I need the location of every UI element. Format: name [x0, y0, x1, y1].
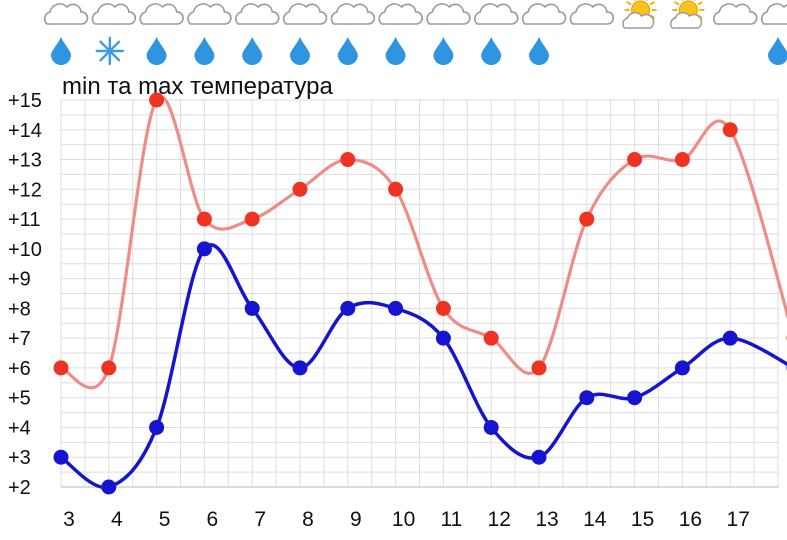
y-tick-label: +7: [8, 328, 31, 350]
x-tick-label: 17: [727, 508, 750, 531]
data-point-max: [674, 152, 690, 168]
x-tick-label: 6: [207, 508, 219, 531]
data-point-min: [340, 300, 356, 316]
data-point-max: [627, 152, 643, 168]
data-point-max: [149, 92, 165, 108]
data-point-max: [579, 211, 595, 227]
rain-drop-icon: [51, 37, 71, 65]
data-point-min: [101, 479, 117, 495]
data-point-max: [101, 360, 117, 376]
rain-drop-icon: [529, 37, 549, 65]
rain-drop-icon: [146, 37, 167, 65]
data-point-max: [196, 211, 212, 227]
data-point-max: [292, 181, 308, 197]
y-tick-label: +2: [8, 477, 31, 499]
y-tick-label: +3: [8, 447, 31, 469]
weather-icons: [43, 0, 787, 66]
data-point-min: [388, 300, 404, 316]
y-tick-label: +14: [8, 120, 42, 142]
data-point-max: [435, 300, 451, 316]
data-point-min: [244, 300, 260, 316]
x-tick-label: 16: [679, 508, 702, 531]
data-point-min: [196, 241, 212, 257]
data-point-min: [722, 330, 738, 346]
rain-drop-icon: [385, 37, 406, 65]
data-point-min: [674, 360, 690, 376]
data-point-max: [483, 330, 499, 346]
y-tick-label: +8: [8, 298, 31, 320]
cloud-icon: [521, 3, 567, 25]
cloud-icon: [91, 3, 137, 25]
rain-drop-icon: [290, 37, 310, 65]
data-point-min: [627, 390, 643, 406]
series-line-max: [60, 95, 787, 390]
rain-drop-icon: [194, 37, 215, 65]
x-tick-label: 7: [254, 508, 266, 531]
cloud-icon: [235, 3, 280, 25]
x-tick-label: 4: [111, 508, 123, 531]
x-tick-label: 10: [392, 508, 415, 531]
cloud-icon: [569, 3, 615, 25]
cloud-icon: [330, 3, 376, 25]
cloud-icon: [760, 3, 787, 25]
x-tick-label: 12: [488, 508, 511, 531]
chart-title: min та max температура: [62, 73, 334, 100]
grid: +2 +3 +4 +5 +6 +7 +8 +9 +10 +11 +12 +13 +14 +15 3 4 5 6 7 8…: [8, 90, 779, 531]
data-point-max: [53, 360, 69, 376]
y-tick-label: +10: [8, 239, 42, 261]
snowflake-icon: [95, 36, 125, 66]
data-point-max: [388, 181, 404, 197]
sun-cloud-icon: [670, 0, 705, 29]
sun-cloud-icon: [622, 0, 657, 29]
y-tick-label: +6: [8, 358, 31, 380]
data-point-min: [579, 390, 595, 406]
x-tick-label: 5: [159, 508, 171, 531]
cloud-icon: [187, 3, 232, 25]
data-point-min: [149, 419, 165, 435]
data-point-min: [53, 449, 69, 465]
data-point-min: [435, 330, 451, 346]
data-point-max: [244, 211, 260, 227]
y-tick-label: +13: [8, 150, 42, 172]
y-tick-label: +12: [8, 179, 42, 201]
data-point-max: [340, 152, 356, 168]
cloud-icon: [378, 3, 423, 25]
rain-drop-icon: [768, 37, 787, 65]
cloud-icon: [139, 3, 184, 25]
x-tick-label: 8: [302, 508, 314, 531]
cloud-icon: [474, 3, 519, 25]
y-tick-label: +5: [8, 388, 31, 410]
rain-drop-icon: [337, 37, 358, 65]
data-point-min: [483, 419, 499, 435]
data-point-min: [292, 360, 308, 376]
x-tick-label: 3: [63, 508, 75, 531]
cloud-icon: [43, 3, 89, 25]
y-tick-label: +15: [8, 90, 42, 112]
data-point-max: [722, 122, 738, 138]
cloud-icon: [713, 3, 758, 25]
data-point-max: [531, 360, 547, 376]
x-tick-label: 14: [583, 508, 607, 531]
cloud-icon: [282, 3, 328, 25]
x-tick-label: 9: [350, 508, 362, 531]
y-tick-label: +9: [8, 269, 31, 291]
series-layer: [53, 92, 787, 495]
x-tick-label: 13: [535, 508, 558, 531]
x-tick-label: 11: [440, 508, 462, 531]
x-tick-label: 15: [631, 508, 654, 531]
rain-drop-icon: [242, 37, 263, 66]
rain-drop-icon: [433, 37, 454, 65]
y-tick-label: +11: [8, 209, 40, 231]
cloud-icon: [426, 3, 471, 25]
data-point-min: [531, 449, 547, 465]
y-tick-label: +4: [8, 417, 31, 439]
rain-drop-icon: [481, 37, 502, 65]
